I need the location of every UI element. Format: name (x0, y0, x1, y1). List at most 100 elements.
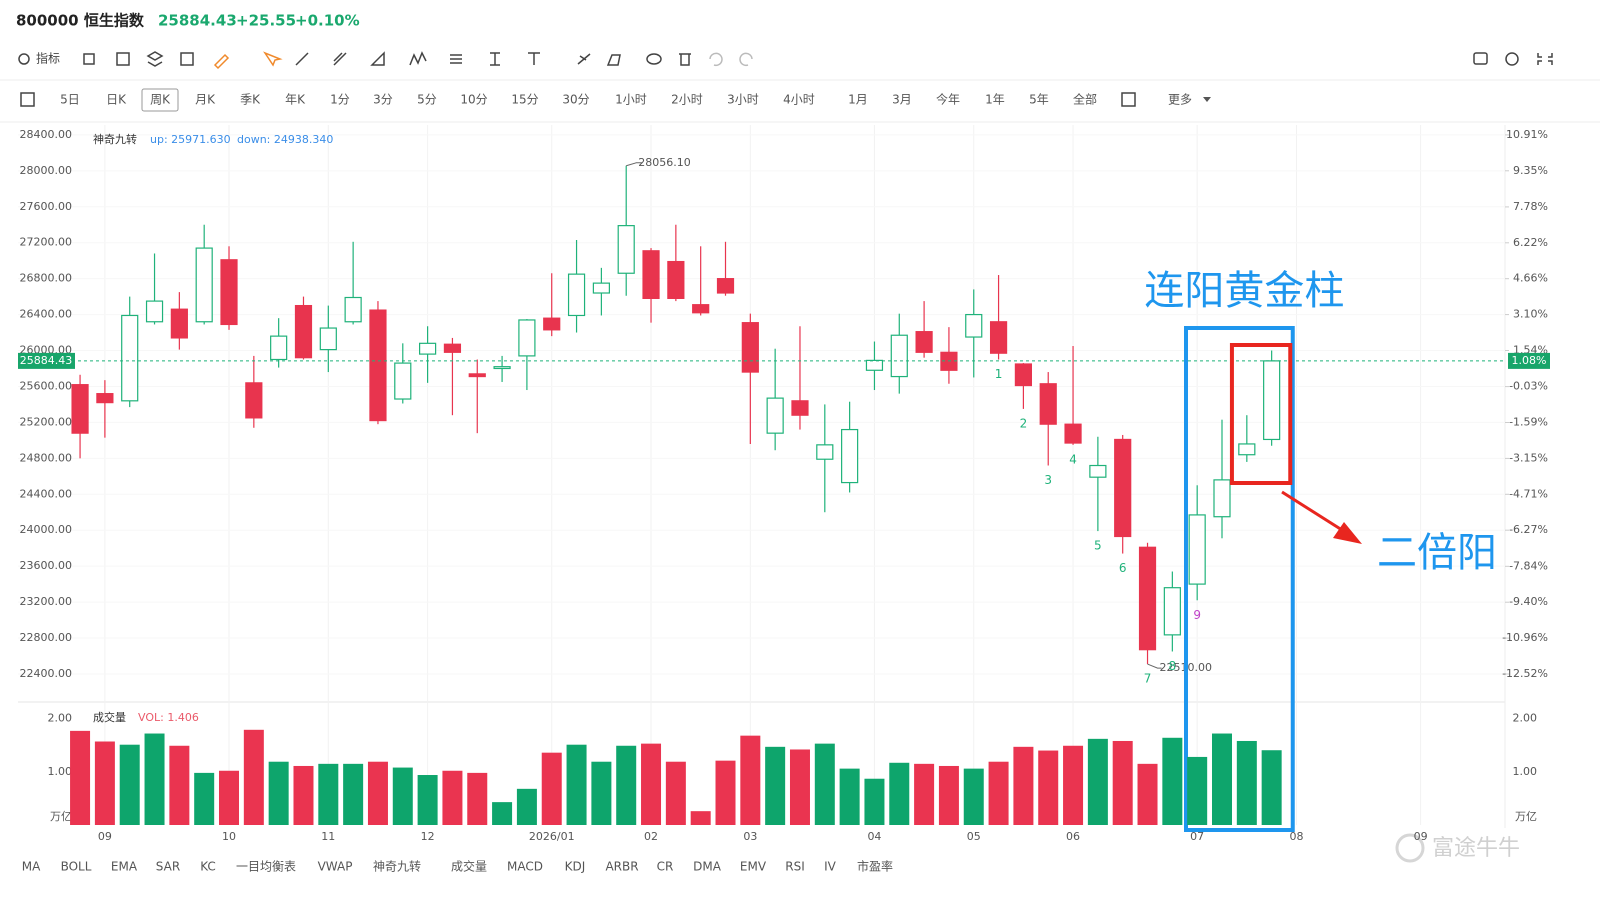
candle-tool[interactable] (83, 53, 95, 65)
indicator-tab[interactable]: 成交量 (451, 859, 487, 874)
candle-body (791, 400, 809, 416)
change-pct: +0.10% (295, 12, 360, 30)
indicator-tab[interactable]: 一目均衡表 (236, 860, 296, 874)
timeframe-tab[interactable]: 5分 (417, 93, 437, 107)
channel-tool[interactable] (333, 52, 347, 66)
candle-body (344, 296, 362, 323)
x-tick-label: 09 (1414, 830, 1428, 843)
vol-tick-label: 2.00 (48, 712, 73, 725)
volume-bar (1187, 756, 1208, 825)
golden-bars-label: 连阳黄金柱 (1144, 268, 1344, 314)
redo[interactable] (739, 52, 753, 67)
volume-bar (541, 752, 562, 825)
volume-bar (467, 772, 488, 825)
nine-turn-label: 5 (1094, 539, 1102, 553)
indicator-tab[interactable]: 神奇九转 (373, 859, 421, 874)
indicator-tab[interactable]: VWAP (318, 860, 353, 874)
timeframe-tab[interactable]: 全部 (1073, 92, 1097, 107)
indicator-button[interactable]: 指标 (36, 51, 60, 66)
pen-tool[interactable] (213, 53, 230, 70)
indicator-tab[interactable]: CR (657, 860, 674, 874)
candle-body (841, 428, 859, 484)
timeframe-tab[interactable]: 3分 (373, 93, 393, 107)
timeframe-tab[interactable]: 5年 (1029, 93, 1049, 107)
line-tool[interactable] (295, 52, 309, 66)
settings[interactable] (1505, 52, 1519, 66)
candle-body (1039, 383, 1057, 425)
measure-tool[interactable] (490, 52, 500, 66)
timeframe-tab[interactable]: 15分 (511, 93, 538, 107)
timeframe-tab[interactable]: 1分 (330, 93, 350, 107)
timeframe-tab[interactable]: 周K (150, 93, 171, 107)
timeframe-tab[interactable]: 月K (195, 93, 216, 107)
triangle-tool[interactable] (370, 51, 385, 66)
brush-tool[interactable] (577, 53, 591, 65)
y2-tick-label: -3.15% (1509, 451, 1548, 464)
nine-turn-label: 1 (995, 367, 1003, 381)
eye-tool[interactable] (646, 53, 662, 65)
timeframe-tab[interactable]: 季K (240, 93, 261, 107)
indicator-tab[interactable]: ARBR (605, 860, 638, 874)
timeframe-tab[interactable]: 今年 (936, 92, 960, 107)
timeframe-tab[interactable]: 1月 (848, 93, 868, 107)
indicator-tab[interactable]: DMA (693, 860, 722, 874)
indicator-tab[interactable]: RSI (785, 860, 805, 874)
timeframe-tab[interactable]: 3月 (892, 93, 912, 107)
candle-body (741, 322, 759, 373)
nine-turn-label: 6 (1119, 561, 1127, 575)
volume-bar (219, 770, 240, 825)
indicator-tab[interactable]: MACD (507, 860, 543, 874)
timeframe-tab[interactable]: 2小时 (671, 93, 703, 107)
candle-body (1263, 360, 1281, 441)
rect-tool[interactable] (116, 52, 130, 66)
text-tool[interactable] (528, 52, 540, 65)
wave-tool[interactable] (409, 51, 427, 66)
indicator-tab[interactable]: EMA (111, 860, 138, 874)
indicator-tab[interactable]: KC (200, 860, 216, 874)
volume-bar (914, 763, 935, 825)
candle-body (394, 362, 412, 400)
indicator-tab[interactable]: MA (22, 860, 41, 874)
layer-tool[interactable] (146, 51, 164, 67)
volume-bar (641, 743, 662, 825)
more-button[interactable]: 更多 (1168, 93, 1192, 107)
volume-bar (1261, 750, 1282, 825)
timeframe-tab[interactable]: 3小时 (727, 93, 759, 107)
indicator-tab[interactable]: BOLL (61, 860, 92, 874)
indicator-tab[interactable]: EMV (740, 860, 767, 874)
timeframe-tab[interactable]: 年K (285, 93, 306, 107)
candle-body (1163, 587, 1181, 636)
indicator-tab[interactable]: KDJ (565, 860, 586, 874)
timeframe-tab[interactable]: 1小时 (615, 93, 647, 107)
timeframe-tab[interactable]: 1年 (985, 93, 1005, 107)
screenshot[interactable] (1473, 52, 1488, 65)
x-tick-label: 02 (644, 830, 658, 843)
panel-tool[interactable] (180, 52, 194, 66)
volume-bar (1236, 740, 1257, 825)
calendar-icon[interactable] (1121, 92, 1136, 107)
magnet-tool[interactable] (606, 54, 621, 66)
timeframe-tab[interactable]: 5日 (60, 93, 80, 107)
indicator-tab[interactable]: 市盈率 (857, 859, 893, 874)
timeframe-tab[interactable]: 日K (106, 93, 127, 107)
undo[interactable] (709, 52, 723, 67)
indicator-tab[interactable]: SAR (156, 860, 180, 874)
y2-tick-label: -0.03% (1509, 380, 1548, 393)
timeframe-tab[interactable]: 4小时 (783, 93, 815, 107)
candle-body (567, 273, 586, 317)
timeframe-tab[interactable]: 30分 (562, 93, 589, 107)
y2-tick-label: 9.35% (1513, 164, 1548, 177)
indicator-icon[interactable] (18, 53, 30, 65)
volume-bar (889, 762, 910, 825)
y-tick-label: 28000.00 (20, 164, 73, 177)
delete-tool[interactable] (679, 53, 691, 66)
chart-type-icon[interactable] (20, 92, 35, 107)
volume-bar (591, 761, 612, 825)
fib-tool[interactable] (450, 54, 462, 64)
cursor-tool[interactable] (263, 51, 283, 67)
indicator-tab[interactable]: IV (824, 860, 837, 874)
timeframe-tab[interactable]: 10分 (460, 93, 487, 107)
fullscreen[interactable] (1537, 53, 1553, 65)
candle-body (766, 397, 784, 434)
